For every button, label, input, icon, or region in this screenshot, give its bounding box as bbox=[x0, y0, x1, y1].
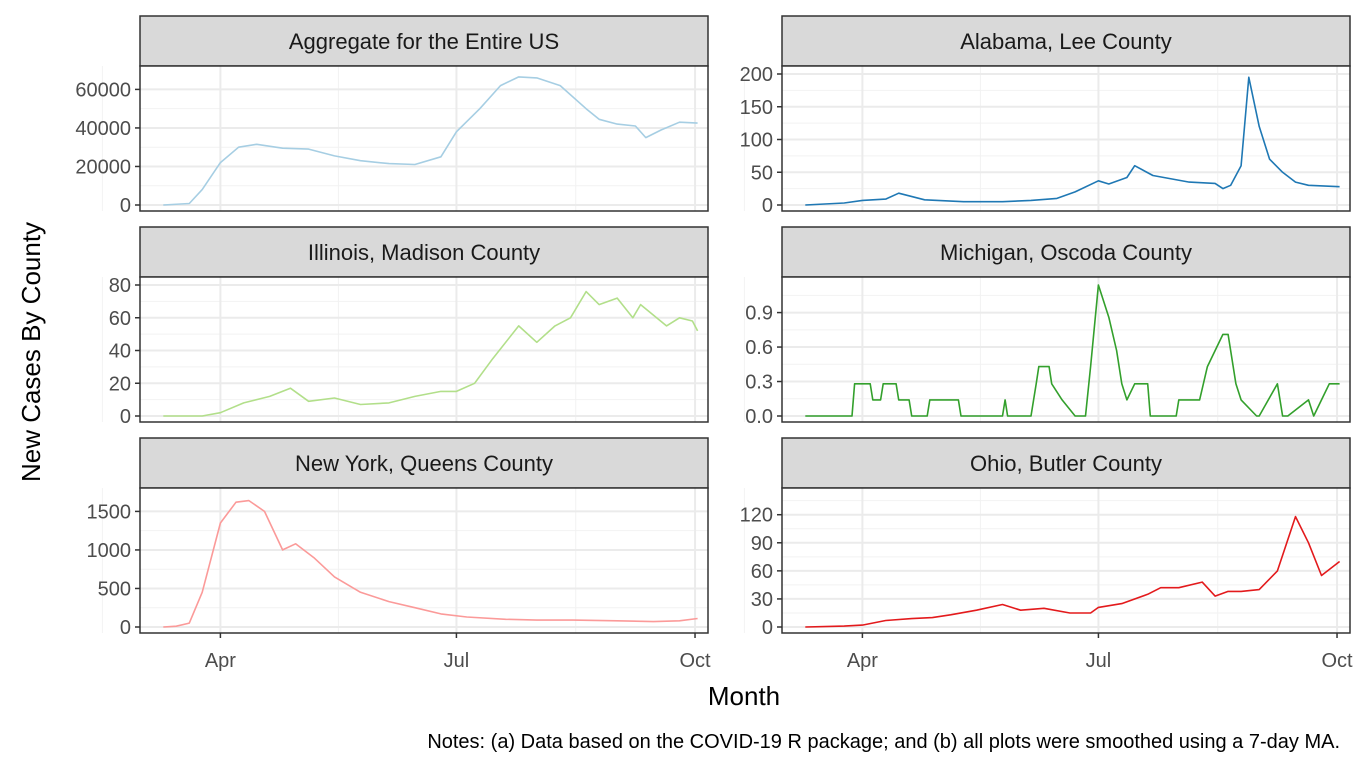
y-tick-label: 150 bbox=[740, 97, 773, 119]
y-tick-label: 0 bbox=[120, 617, 131, 639]
y-tick-label: 500 bbox=[98, 578, 131, 600]
x-tick-label: Oct bbox=[679, 650, 711, 672]
plot-area bbox=[782, 277, 1350, 422]
series-line bbox=[805, 76, 1340, 206]
panel-illinois-madison-county: Illinois, Madison County 0 20 40 60 80 bbox=[101, 226, 709, 428]
panel-title: Aggregate for the Entire US bbox=[289, 29, 559, 54]
panel-border bbox=[139, 65, 709, 212]
panel-strip bbox=[139, 15, 709, 67]
panel-border bbox=[781, 65, 1351, 212]
x-tick-label: Jul bbox=[1086, 650, 1112, 672]
panel-strip bbox=[781, 15, 1351, 67]
y-tick-label: 200 bbox=[740, 64, 773, 86]
panel-aggregate-for-the-entire-us: Aggregate for the Entire US 0 20000 40000 60… bbox=[75, 15, 709, 217]
y-tick-label: 0 bbox=[120, 195, 131, 217]
caption: Notes: (a) Data based on the COVID-19 R … bbox=[427, 731, 1340, 753]
panel-title: Michigan, Oscoda County bbox=[940, 240, 1192, 265]
y-tick-label: 40 bbox=[109, 341, 131, 363]
y-tick-label: 1000 bbox=[87, 540, 132, 562]
y-tick-label: 1500 bbox=[87, 501, 132, 523]
panel-title: Ohio, Butler County bbox=[970, 451, 1162, 476]
series-line bbox=[163, 499, 698, 628]
y-tick-label: 120 bbox=[740, 505, 773, 527]
panel-strip bbox=[781, 226, 1351, 278]
y-axis-title: New Cases By County bbox=[16, 222, 46, 482]
plot-area bbox=[140, 66, 708, 211]
y-tick-label: 20 bbox=[109, 373, 131, 395]
y-tick-label: 50 bbox=[751, 162, 773, 184]
panel-michigan-oscoda-county: Michigan, Oscoda County 0.0 0.3 0.6 0.9 bbox=[743, 226, 1351, 428]
panel-border bbox=[139, 276, 709, 423]
y-tick-label: 20000 bbox=[75, 156, 131, 178]
x-axis-title: Month bbox=[708, 681, 780, 711]
y-tick-label: 0.3 bbox=[745, 372, 773, 394]
y-tick-label: 60000 bbox=[75, 79, 131, 101]
y-tick-label: 60 bbox=[751, 561, 773, 583]
y-tick-label: 60 bbox=[109, 308, 131, 330]
y-tick-label: 40000 bbox=[75, 118, 131, 140]
x-tick-label: Apr bbox=[847, 650, 878, 672]
panel-border bbox=[139, 487, 709, 634]
panel-border bbox=[781, 487, 1351, 634]
y-tick-label: 30 bbox=[751, 589, 773, 611]
series-line bbox=[805, 284, 1340, 417]
plot-area bbox=[782, 488, 1350, 633]
y-tick-label: 90 bbox=[751, 533, 773, 555]
plot-area bbox=[140, 488, 708, 633]
series-line bbox=[805, 515, 1341, 628]
series-line bbox=[163, 290, 699, 417]
y-tick-label: 0.0 bbox=[745, 406, 773, 428]
x-tick-label: Oct bbox=[1321, 650, 1353, 672]
panel-title: Alabama, Lee County bbox=[960, 29, 1172, 54]
y-tick-label: 100 bbox=[740, 130, 773, 152]
x-tick-label: Apr bbox=[205, 650, 236, 672]
series-line bbox=[163, 76, 698, 206]
y-tick-label: 0 bbox=[120, 406, 131, 428]
panel-title: Illinois, Madison County bbox=[308, 240, 540, 265]
y-tick-label: 0.9 bbox=[745, 303, 773, 325]
x-tick-label: Jul bbox=[444, 650, 470, 672]
chart-panels: Aggregate for the Entire US0200004000060… bbox=[75, 15, 1353, 672]
y-tick-label: 0 bbox=[762, 617, 773, 639]
panel-ohio-butler-county: Ohio, Butler County 0 30 60 90 120 Apr Jul Oct bbox=[740, 437, 1353, 672]
panel-new-york-queens-county: New York, Queens County 0 500 1000 1500 Apr Ju… bbox=[87, 437, 711, 672]
panel-strip bbox=[139, 226, 709, 278]
y-tick-label: 0 bbox=[762, 195, 773, 217]
panel-alabama-lee-county: Alabama, Lee County 0 50 100 150 200 bbox=[740, 15, 1351, 217]
panel-border bbox=[781, 276, 1351, 423]
y-tick-label: 0.6 bbox=[745, 337, 773, 359]
panel-title: New York, Queens County bbox=[295, 451, 553, 476]
y-tick-label: 80 bbox=[109, 275, 131, 297]
